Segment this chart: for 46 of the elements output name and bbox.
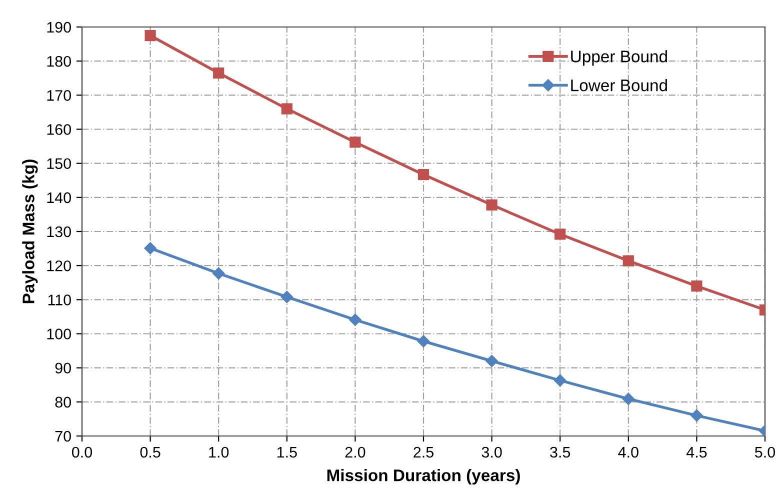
y-axis-title: Payload Mass (kg) <box>22 160 38 304</box>
y-tick-label: 170 <box>47 90 71 101</box>
x-tick-label: 0.5 <box>140 446 160 458</box>
x-tick-label: 0.0 <box>72 446 92 458</box>
y-tick-label: 70 <box>55 430 71 442</box>
point <box>622 255 634 266</box>
x-tick-label: 1.0 <box>209 446 229 458</box>
x-tick-label: 2.5 <box>414 446 434 458</box>
x-tick-label: 5.0 <box>754 446 776 458</box>
y-tick-label: 140 <box>47 192 71 204</box>
point <box>144 242 156 254</box>
point <box>144 30 156 42</box>
point <box>349 314 362 326</box>
y-tick-label: 100 <box>47 328 71 340</box>
point <box>554 228 566 240</box>
y-tick-label: 180 <box>47 56 71 67</box>
y-tick-label: 90 <box>55 362 71 374</box>
y-tick-label: 150 <box>47 158 71 170</box>
point <box>486 354 498 368</box>
y-tick-label: 80 <box>55 396 71 408</box>
point <box>417 335 430 348</box>
y-tick-label: 160 <box>47 124 71 135</box>
point <box>213 67 224 79</box>
y-tick-label: 120 <box>47 260 71 272</box>
point <box>691 280 702 292</box>
point <box>554 374 566 387</box>
x-tick-label: 1.5 <box>277 446 297 458</box>
y-tick-label: 190 <box>47 22 71 33</box>
point <box>622 392 634 405</box>
y-tick-label: 110 <box>48 294 71 306</box>
x-axis-title: Mission Duration (years) <box>327 468 520 485</box>
point <box>281 103 292 114</box>
x-tick-label: 3.0 <box>482 446 502 458</box>
x-tick-label: 4.0 <box>618 446 638 458</box>
x-tick-label: 2.0 <box>345 446 366 458</box>
legend-label: Upper Bound <box>571 50 667 66</box>
y-tick-label: 130 <box>47 226 71 238</box>
point <box>486 199 498 210</box>
x-tick-label: 3.5 <box>550 446 570 458</box>
point <box>418 169 430 180</box>
point <box>280 290 293 304</box>
point <box>690 409 703 422</box>
x-tick-label: 4.5 <box>686 446 707 458</box>
legend-label: Lower Bound <box>571 79 667 92</box>
point <box>350 136 361 148</box>
point <box>212 267 225 280</box>
